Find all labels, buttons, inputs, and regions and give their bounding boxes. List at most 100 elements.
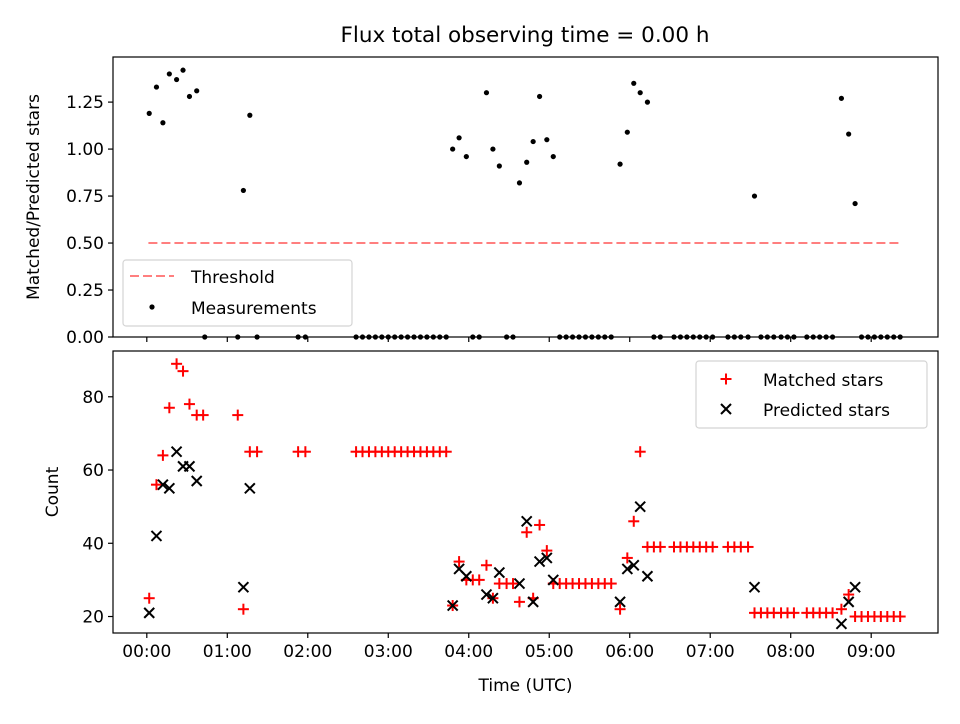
x-tick-label: 03:00 (364, 642, 413, 662)
matched-star-point (621, 552, 633, 564)
matched-star-point (232, 409, 244, 421)
predicted-star-point (191, 475, 203, 487)
predicted-star-point (460, 570, 473, 582)
legend-box (695, 360, 928, 429)
measurement-point (550, 153, 556, 160)
predicted-star-point (835, 618, 848, 630)
measurement-point (240, 187, 246, 194)
measurement-point (247, 112, 253, 118)
measurement-point (153, 84, 160, 90)
predicted-star-point (541, 552, 553, 564)
measurement-point (456, 135, 462, 141)
predicted-star-point (183, 460, 196, 473)
matched-star-point (507, 578, 519, 590)
legend: Threshold Measurements (122, 259, 353, 327)
matched-star-point (453, 556, 465, 568)
measurement-point (846, 131, 852, 137)
matched-star-point (177, 365, 189, 377)
measurement-point (160, 120, 166, 126)
matched-star-point (541, 545, 553, 557)
y-tick-label: 60 (82, 461, 104, 481)
predicted-star-point (641, 570, 654, 582)
predicted-star-point (521, 515, 533, 528)
matched-star-point (835, 603, 847, 615)
x-tick-label: 01:00 (203, 642, 252, 662)
x-tick-label: 09:00 (847, 642, 896, 662)
y-tick-label: 0.50 (66, 234, 104, 254)
predicted-star-point (748, 581, 761, 593)
measurement-point (463, 153, 469, 160)
matched-star-point (157, 449, 169, 461)
matched-star-point (894, 611, 906, 623)
predicted-star-point (170, 446, 183, 458)
matched-star-point (237, 603, 249, 615)
predicted-star-point (244, 482, 256, 495)
x-tick-label: 05:00 (525, 642, 574, 662)
predicted-star-point (634, 500, 646, 513)
measurement-point (524, 159, 530, 165)
matched-star-point (614, 603, 626, 615)
predicted-star-point (157, 478, 169, 491)
measurement-point (516, 180, 523, 186)
measurement-point (173, 76, 180, 83)
plot-frame (112, 56, 939, 338)
x-tick-label: 00:00 (122, 642, 171, 662)
predicted-star-point (628, 559, 640, 571)
predicted-star-point (163, 482, 176, 495)
y-axis-label: Count (43, 466, 63, 517)
predicted-star-point (446, 599, 459, 612)
legend: Matched stars Predicted stars (695, 360, 928, 429)
measurement-point (644, 99, 651, 105)
matched-star-point (742, 541, 754, 553)
measurement-point (852, 200, 858, 207)
matched-star-point (171, 358, 183, 370)
matched-star-point (654, 541, 666, 553)
measurement-point (166, 71, 172, 77)
matched-star-point (150, 479, 162, 491)
predicted-star-point (493, 566, 506, 579)
chart-title: Flux total observing time = 0.00 h (341, 23, 710, 48)
matched-star-point (521, 526, 533, 538)
legend-predicted-label: Predicted stars (763, 401, 890, 421)
predicted-star-point (480, 588, 493, 601)
matched-star-point (183, 398, 195, 410)
matched-star-point (605, 578, 617, 590)
predicted-star-point (487, 592, 499, 604)
matched-star-point (634, 446, 646, 458)
legend-matched-swatch (720, 373, 732, 385)
matched-star-point (534, 519, 546, 531)
measurement-point (483, 90, 490, 96)
matched-star-point (480, 559, 492, 571)
measurement-point (496, 163, 502, 169)
predicted-star-point (547, 574, 559, 586)
predicted-star-point (513, 577, 526, 590)
matched-star-point (513, 596, 525, 608)
y-axis-label: Matched/Predicted stars (24, 94, 44, 300)
x-tick-label: 04:00 (444, 642, 493, 662)
matched-star-point (827, 607, 839, 619)
predicted-star-point (237, 581, 250, 593)
legend-box (122, 259, 353, 327)
measurement-point (544, 137, 550, 143)
y-tick-label: 0.25 (66, 281, 104, 301)
y-tick-label: 40 (82, 534, 104, 554)
plot-frame (112, 350, 939, 634)
y-tick-label: 80 (82, 388, 104, 408)
measurement-point (838, 95, 845, 101)
legend-predicted-swatch (720, 403, 732, 415)
matched-star-point (251, 446, 263, 458)
top-panel-ratio: 0.00 0.25 0.50 0.75 1.00 1.25 Matched/Predicte… (24, 56, 939, 348)
measurement-point (186, 93, 193, 100)
matched-star-point (628, 515, 640, 527)
measurement-point (631, 80, 637, 86)
y-tick-label: 1.25 (66, 93, 104, 113)
measurement-point (180, 67, 186, 73)
x-tick-label: 07:00 (686, 642, 735, 662)
matched-star-point (440, 446, 452, 458)
measurement-point (490, 146, 496, 152)
measurement-point (146, 110, 152, 116)
measurement-point (637, 90, 643, 96)
measurement-point (536, 93, 543, 100)
x-tick-label: 06:00 (605, 642, 654, 662)
